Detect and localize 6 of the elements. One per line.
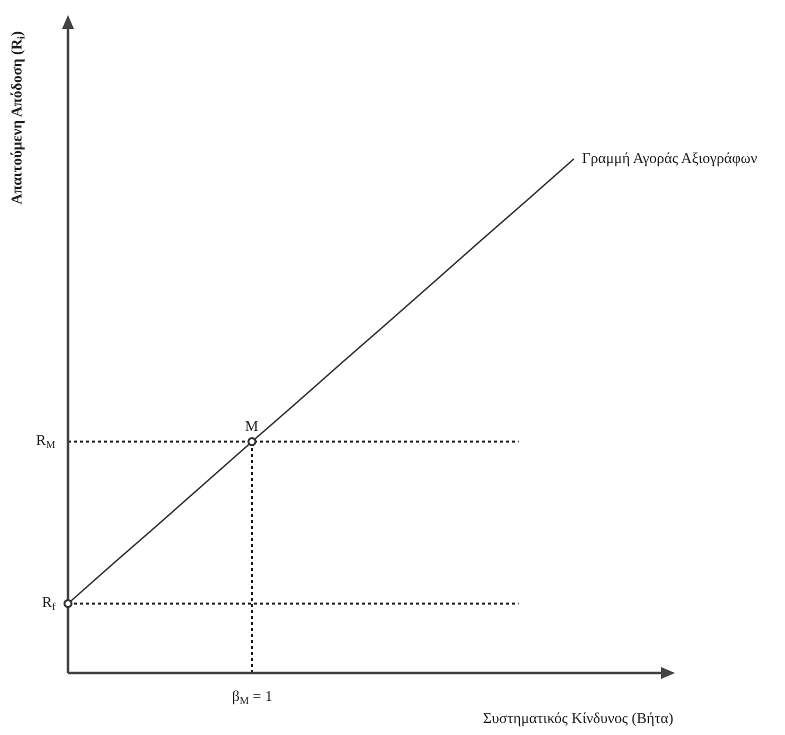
text: β$_{M}$ = 1	[232, 689, 272, 708]
ref-line-label: R$_{f}$	[42, 595, 56, 614]
annotation: M	[245, 419, 258, 435]
x-axis-title: Συστηματικός Κίνδυνος (Βήτα)	[483, 711, 674, 727]
series-label: Γραμμή Αγοράς Αξιογράφων	[582, 151, 758, 167]
ref-line-label: R$_{M}$	[36, 433, 56, 452]
